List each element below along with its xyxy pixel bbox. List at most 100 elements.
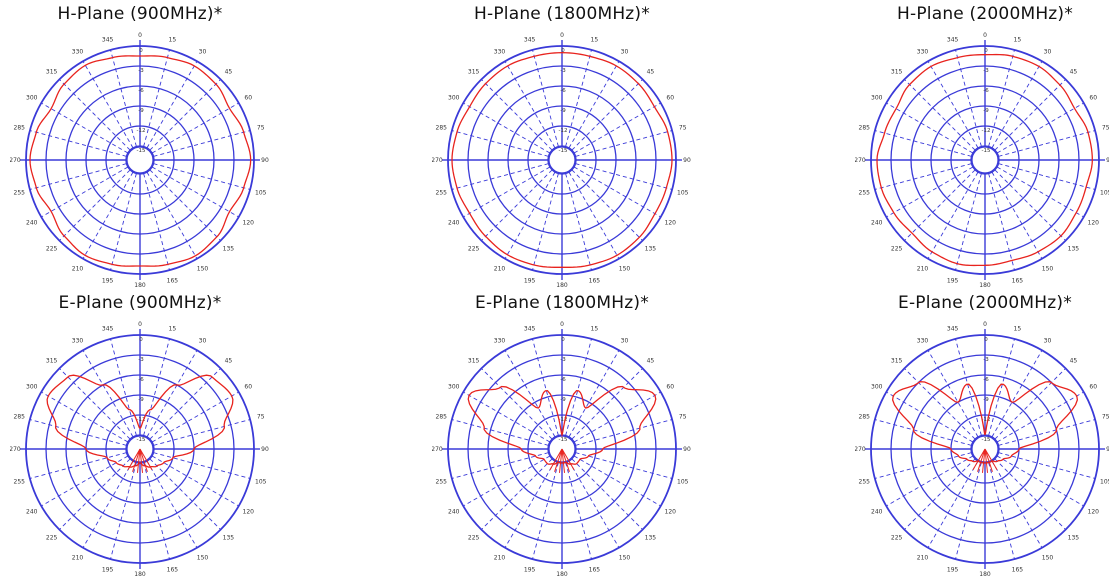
grid-spoke bbox=[143, 462, 170, 560]
grid-spoke bbox=[151, 455, 239, 507]
grid-spoke bbox=[149, 368, 221, 440]
null-lobe-line bbox=[972, 448, 986, 471]
radial-tick-label: -12 bbox=[137, 417, 146, 423]
angle-tick-label: 90 bbox=[683, 446, 691, 453]
angle-tick-label: 150 bbox=[619, 265, 631, 272]
grid-ring bbox=[487, 85, 637, 235]
grid-ring bbox=[507, 105, 617, 215]
polar-panel-h1800: H-Plane (1800MHz)* 0 -3 -6 -9 -12 -15 0 15 30 45 6… bbox=[432, 0, 692, 289]
angle-tick-label: 120 bbox=[665, 220, 677, 227]
grid-ring bbox=[85, 105, 195, 215]
pattern-trace bbox=[876, 53, 1093, 267]
angle-tick-label: 60 bbox=[1089, 384, 1097, 391]
grid-spoke bbox=[481, 169, 553, 241]
grid-spoke bbox=[575, 452, 673, 479]
angle-tick-label: 105 bbox=[1100, 478, 1109, 485]
radial-tick-label: -12 bbox=[559, 128, 568, 134]
angle-tick-label: 270 bbox=[432, 157, 443, 164]
grid-spoke bbox=[573, 455, 661, 507]
angle-tick-label: 150 bbox=[1042, 265, 1054, 272]
angle-tick-label: 0 bbox=[138, 321, 142, 328]
grid-spoke bbox=[146, 350, 198, 438]
angle-tick-label: 120 bbox=[665, 509, 677, 516]
outer-ring bbox=[447, 334, 677, 564]
polar-chart: 0 -3 -6 -9 -12 -15 0 15 30 45 60 75 90 105 120 135 150 16… bbox=[10, 32, 269, 289]
grid-spoke bbox=[463, 391, 551, 443]
angle-tick-label: 240 bbox=[871, 220, 883, 227]
angle-tick-label: 60 bbox=[666, 384, 674, 391]
grid-spoke bbox=[998, 419, 1096, 446]
angle-tick-label: 165 bbox=[1012, 567, 1024, 574]
grid-spoke bbox=[149, 458, 221, 530]
angle-tick-label: 255 bbox=[436, 189, 448, 196]
panel-title: H-Plane (2000MHz)* bbox=[897, 4, 1073, 24]
angle-tick-label: 90 bbox=[683, 157, 691, 164]
angle-tick-label: 255 bbox=[14, 478, 26, 485]
angle-tick-label: 285 bbox=[14, 125, 26, 132]
angle-tick-label: 105 bbox=[677, 189, 689, 196]
radial-tick-label: -12 bbox=[559, 417, 568, 423]
outer-ring bbox=[870, 334, 1100, 564]
polar-panel-e2000: E-Plane (2000MHz)* 0 -3 -6 -9 -12 -15 0 15 30 45 6… bbox=[855, 289, 1109, 578]
grid-spoke bbox=[996, 455, 1084, 507]
angle-tick-label: 315 bbox=[46, 69, 58, 76]
angle-tick-label: 135 bbox=[1068, 534, 1080, 541]
angle-tick-label: 45 bbox=[225, 358, 233, 365]
angle-tick-label: 195 bbox=[947, 567, 959, 574]
grid-ring bbox=[105, 414, 175, 484]
polar-chart: 0 -3 -6 -9 -12 -15 0 15 30 45 60 75 90 105 120 135 150 16… bbox=[855, 32, 1109, 289]
null-lobe-line bbox=[554, 448, 563, 472]
radial-tick-label: -12 bbox=[982, 128, 991, 134]
radial-tick-label: -6 bbox=[983, 88, 989, 94]
angle-tick-label: 105 bbox=[255, 189, 267, 196]
polar-panel-h900: H-Plane (900MHz)* 0 -3 -6 -9 -12 -15 0 15 30 45 60… bbox=[10, 0, 270, 289]
angle-tick-label: 165 bbox=[167, 278, 179, 285]
angle-tick-label: 30 bbox=[1044, 338, 1052, 345]
grid-spoke bbox=[955, 173, 982, 271]
angle-tick-label: 180 bbox=[556, 571, 568, 578]
angle-tick-label: 285 bbox=[436, 125, 448, 132]
panel-title: E-Plane (900MHz)* bbox=[58, 293, 222, 313]
grid-spoke bbox=[59, 79, 131, 151]
grid-spoke bbox=[143, 338, 170, 436]
radial-tick-label: -15 bbox=[137, 437, 146, 443]
radial-tick-label: -15 bbox=[137, 148, 146, 154]
angle-tick-label: 45 bbox=[647, 69, 655, 76]
radial-tick-label: -9 bbox=[560, 397, 566, 403]
grid-spoke bbox=[991, 350, 1043, 438]
polar-chart: 0 -3 -6 -9 -12 -15 0 15 30 45 60 75 90 105 120 135 150 16… bbox=[432, 32, 691, 289]
grid-ring bbox=[105, 125, 175, 195]
radial-tick-label: -9 bbox=[138, 397, 144, 403]
angle-tick-label: 270 bbox=[855, 446, 866, 453]
grid-spoke bbox=[955, 338, 982, 436]
angle-tick-label: 330 bbox=[72, 338, 84, 345]
outer-ring bbox=[25, 334, 255, 564]
radial-tick-label: -12 bbox=[982, 417, 991, 423]
radial-tick-label: -3 bbox=[983, 357, 989, 363]
grid-spoke bbox=[573, 391, 661, 443]
grid-spoke bbox=[874, 130, 972, 157]
angle-tick-label: 300 bbox=[871, 95, 883, 102]
angle-tick-label: 60 bbox=[666, 95, 674, 102]
grid-ring bbox=[487, 374, 637, 524]
grid-spoke bbox=[29, 419, 127, 446]
angle-tick-label: 75 bbox=[679, 125, 687, 132]
angle-tick-label: 60 bbox=[244, 95, 252, 102]
angle-tick-label: 180 bbox=[556, 282, 568, 289]
grid-spoke bbox=[463, 102, 551, 154]
angle-tick-label: 15 bbox=[169, 325, 177, 332]
angle-tick-label: 30 bbox=[1044, 49, 1052, 56]
angle-tick-label: 270 bbox=[432, 446, 443, 453]
angle-tick-label: 255 bbox=[14, 189, 26, 196]
grid-spoke bbox=[991, 171, 1043, 259]
grid-spoke bbox=[149, 169, 221, 241]
grid-spoke bbox=[886, 166, 974, 218]
pattern-trace bbox=[451, 52, 673, 268]
grid-spoke bbox=[571, 458, 643, 530]
grid-spoke bbox=[886, 391, 974, 443]
angle-tick-label: 180 bbox=[979, 282, 991, 289]
grid-spoke bbox=[29, 452, 127, 479]
angle-tick-label: 270 bbox=[855, 157, 866, 164]
angle-tick-label: 150 bbox=[197, 554, 209, 561]
grid-spoke bbox=[151, 102, 239, 154]
